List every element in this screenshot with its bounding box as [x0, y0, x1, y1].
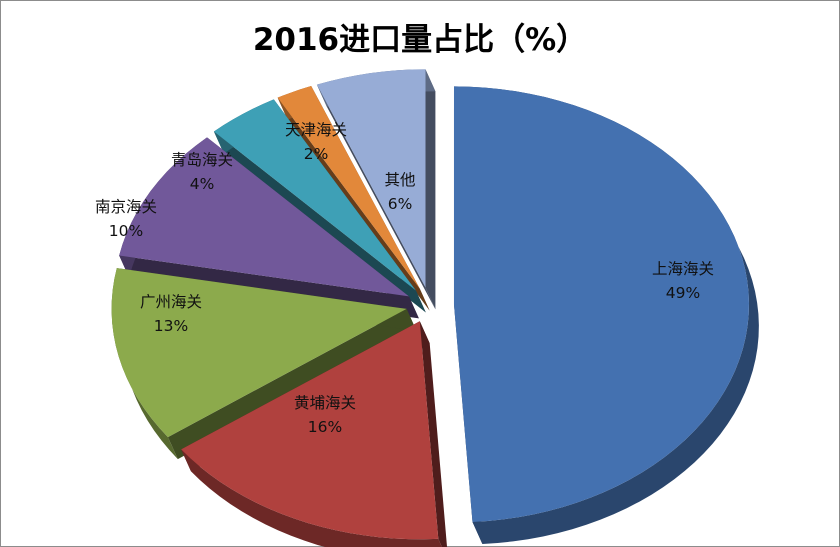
slice-1-name-label: 上海海关 — [652, 260, 714, 278]
slice-4-value-label: 10% — [109, 222, 143, 240]
slice-4-group — [119, 137, 419, 319]
slice-7-top — [316, 69, 426, 288]
slice-5-group — [213, 99, 426, 313]
slice-7-group — [316, 69, 436, 310]
slice-1-group — [453, 86, 759, 545]
slice-3-name-label: 广州海关 — [140, 293, 202, 311]
slice-2-group — [181, 321, 448, 547]
slice-2-value-label: 16% — [308, 418, 342, 436]
slice-4-name-label: 南京海关 — [95, 198, 157, 216]
slice-7-start-side — [316, 84, 436, 310]
slice-1-value-label: 49% — [666, 284, 700, 302]
slice-3-group — [111, 268, 417, 460]
slice-2-start-side — [419, 321, 448, 547]
slice-2-rim — [181, 449, 442, 547]
slice-6-name-label: 天津海关 — [285, 121, 347, 139]
slice-5-start-side — [213, 131, 426, 313]
slice-2-top — [181, 321, 439, 540]
slice-5-value-label: 4% — [190, 175, 215, 193]
slice-6-value-label: 2% — [304, 145, 329, 163]
slice-6-start-side — [277, 97, 430, 311]
slice-7-value-label: 6% — [388, 195, 413, 213]
chart-title: 2016进口量占比（%） — [252, 22, 588, 58]
slice-3-top — [111, 268, 407, 438]
slice-6-top — [277, 86, 420, 289]
slice-3-start-side — [167, 308, 417, 460]
slice-7-name-label: 其他 — [384, 171, 415, 189]
slice-7-end-side — [425, 69, 436, 310]
slice-2-name-label: 黄埔海关 — [294, 394, 356, 412]
slice-4-top — [119, 137, 409, 297]
slice-1-top — [453, 86, 749, 523]
slice-5-name-label: 青岛海关 — [171, 151, 233, 169]
slice-5-top — [213, 99, 416, 291]
slice-6-group — [277, 86, 430, 311]
slice-3-value-label: 13% — [154, 317, 188, 335]
